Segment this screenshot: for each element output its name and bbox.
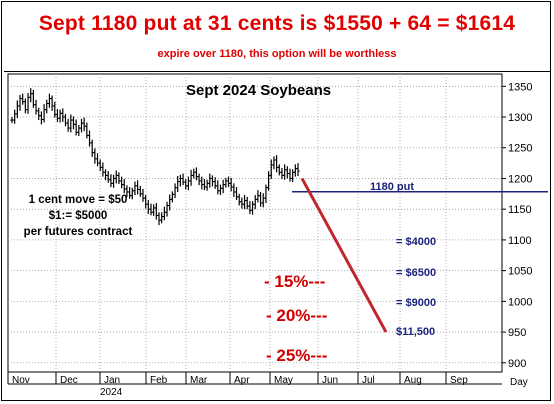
y-tick-label: 1300 (508, 112, 532, 124)
y-tick-label: 1000 (508, 296, 532, 308)
x-tick-label: Apr (234, 375, 250, 386)
dollar-level-6500: = $6500 (396, 267, 437, 279)
contract-note-line-1: 1 cent move = $50 (28, 194, 128, 206)
x-tick-label: Jun (322, 375, 338, 386)
contract-note-line-3: per futures contract (23, 226, 133, 238)
chart-title: Sept 2024 Soybeans (186, 82, 332, 99)
percent-level-25: - 25%--- (266, 346, 328, 365)
percent-level-15: - 15%--- (264, 272, 326, 291)
x-tick-label: Jul (362, 375, 375, 386)
y-tick-label: 1200 (508, 173, 532, 185)
percent-level-20: - 20%--- (266, 306, 328, 325)
x-tick-label: May (274, 375, 293, 386)
header-subtitle: expire over 1180, this option will be wo… (157, 48, 397, 60)
x-year-label: 2024 (100, 387, 123, 398)
dollar-level-9000: = $9000 (396, 297, 437, 309)
dollar-level-11500: $11,500 (396, 326, 436, 338)
y-tick-label: 1350 (508, 81, 532, 93)
y-tick-label: 900 (508, 358, 526, 370)
x-tick-label: Sep (450, 375, 468, 386)
x-tick-label: Nov (12, 375, 30, 386)
x-tick-label: Aug (404, 375, 422, 386)
x-tick-label: Jan (104, 375, 120, 386)
projection-line (300, 177, 388, 333)
x-axis-label: Day (510, 377, 528, 388)
y-tick-label: 1050 (508, 266, 532, 278)
x-tick-label: Dec (60, 375, 78, 386)
x-tick-label: Feb (150, 375, 168, 386)
dollar-level-4000: = $4000 (396, 236, 437, 248)
y-tick-label: 950 (508, 327, 526, 339)
y-tick-label: 1100 (508, 235, 532, 247)
y-tick-label: 1250 (508, 143, 532, 155)
x-tick-label: Mar (190, 375, 208, 386)
header-title: Sept 1180 put at 31 cents is $1550 + 64 … (38, 12, 516, 35)
y-tick-label: 1150 (508, 204, 532, 216)
header-banner: Sept 1180 put at 31 cents is $1550 + 64 … (4, 4, 550, 72)
contract-note-line-2: $1:= $5000 (48, 210, 108, 222)
put-strike-label: 1180 put (370, 181, 415, 193)
